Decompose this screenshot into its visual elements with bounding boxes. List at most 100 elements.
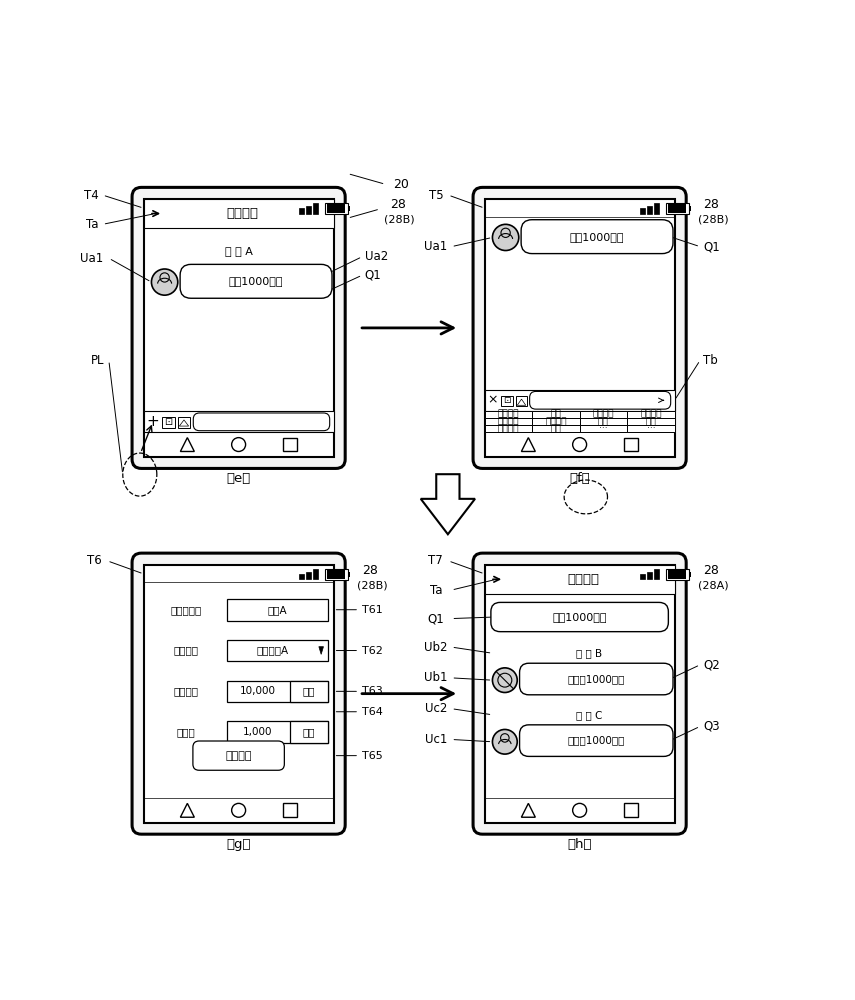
Bar: [689, 572, 691, 577]
FancyBboxPatch shape: [521, 220, 673, 254]
Bar: [485, 565, 675, 594]
Text: 汇款确定: 汇款确定: [226, 751, 252, 761]
Text: T65: T65: [363, 751, 383, 761]
Bar: [314, 569, 318, 579]
Bar: [283, 803, 297, 817]
FancyBboxPatch shape: [180, 264, 332, 298]
Bar: [668, 570, 687, 579]
Bar: [485, 565, 675, 823]
Text: Ua1: Ua1: [424, 240, 447, 253]
Text: Ta: Ta: [429, 584, 442, 597]
Bar: [640, 208, 646, 214]
Polygon shape: [522, 438, 535, 451]
FancyBboxPatch shape: [520, 663, 673, 695]
Text: Q1: Q1: [703, 240, 720, 253]
Text: T64: T64: [363, 707, 383, 717]
Text: 用 户 C: 用 户 C: [575, 710, 602, 720]
Text: （f）: （f）: [569, 472, 590, 485]
Bar: [306, 572, 311, 579]
Text: 汇款: 汇款: [551, 410, 561, 419]
Text: +: +: [146, 414, 159, 429]
Bar: [532, 418, 580, 425]
Bar: [314, 203, 318, 214]
Circle shape: [573, 803, 587, 817]
Bar: [627, 425, 675, 432]
Text: (28B): (28B): [384, 215, 415, 225]
Bar: [227, 640, 328, 661]
FancyBboxPatch shape: [491, 602, 669, 632]
Bar: [290, 721, 328, 743]
Text: 汇款了1000日元: 汇款了1000日元: [568, 674, 625, 684]
Bar: [532, 425, 580, 432]
Bar: [227, 599, 328, 620]
Bar: [627, 411, 675, 418]
Polygon shape: [180, 420, 189, 426]
Polygon shape: [421, 474, 475, 534]
Polygon shape: [319, 647, 323, 654]
Bar: [485, 425, 532, 432]
Text: （e）: （e）: [227, 472, 251, 485]
Text: Ua2: Ua2: [364, 250, 388, 263]
Text: Ua1: Ua1: [80, 252, 103, 265]
Text: （h）: （h）: [568, 838, 592, 851]
Text: 1,000: 1,000: [243, 727, 273, 737]
Bar: [485, 390, 675, 411]
Text: 一人1000日元: 一人1000日元: [552, 612, 607, 622]
Bar: [640, 574, 646, 579]
Bar: [501, 396, 513, 406]
Text: (28B): (28B): [357, 580, 387, 590]
Bar: [580, 418, 627, 425]
Bar: [178, 417, 190, 428]
Text: 收款设定: 收款设定: [593, 410, 614, 419]
Bar: [327, 570, 345, 579]
Text: 20: 20: [393, 178, 409, 191]
Text: 汇款了1000日元: 汇款了1000日元: [568, 736, 625, 746]
Bar: [627, 418, 675, 425]
Text: 一人1000日元: 一人1000日元: [569, 232, 624, 242]
Text: (28A): (28A): [698, 580, 728, 590]
Text: 汇款账户: 汇款账户: [174, 646, 199, 656]
Text: 日元: 日元: [303, 727, 315, 737]
Bar: [144, 199, 333, 228]
Text: 汇款委托: 汇款委托: [498, 424, 519, 433]
Text: ···: ···: [646, 424, 655, 433]
Text: 汇款目的地: 汇款目的地: [171, 605, 202, 615]
Bar: [624, 803, 638, 817]
Bar: [144, 565, 333, 823]
Circle shape: [573, 438, 587, 451]
Text: (28B): (28B): [698, 215, 728, 225]
Bar: [299, 574, 304, 579]
Text: 28: 28: [703, 564, 719, 577]
Polygon shape: [180, 803, 194, 817]
Text: 一人1000日元: 一人1000日元: [229, 276, 283, 286]
Text: Ta: Ta: [86, 218, 98, 231]
Text: 收款解除: 收款解除: [640, 410, 662, 419]
Bar: [580, 425, 627, 432]
Circle shape: [492, 668, 517, 692]
Text: 汇款设定: 汇款设定: [498, 410, 519, 419]
FancyBboxPatch shape: [193, 741, 285, 770]
Bar: [647, 572, 652, 579]
Bar: [325, 569, 348, 580]
Bar: [227, 721, 328, 743]
Text: 28: 28: [390, 198, 406, 211]
Circle shape: [500, 734, 509, 742]
FancyBboxPatch shape: [473, 187, 687, 468]
Bar: [227, 681, 328, 702]
Bar: [485, 411, 532, 418]
Bar: [306, 206, 311, 214]
Bar: [290, 681, 328, 702]
Text: 收款变更: 收款变更: [498, 417, 519, 426]
Text: 通报: 通报: [598, 417, 609, 426]
Text: 用户A: 用户A: [268, 605, 287, 615]
Circle shape: [232, 438, 245, 451]
Text: 汇款账户A: 汇款账户A: [256, 646, 289, 656]
Text: ×: ×: [487, 394, 498, 407]
Text: Uc1: Uc1: [425, 733, 447, 746]
FancyBboxPatch shape: [193, 413, 330, 431]
Bar: [666, 569, 689, 580]
Bar: [647, 206, 652, 214]
Text: 用 户 B: 用 户 B: [576, 648, 602, 658]
Circle shape: [160, 273, 169, 282]
Bar: [162, 417, 174, 428]
